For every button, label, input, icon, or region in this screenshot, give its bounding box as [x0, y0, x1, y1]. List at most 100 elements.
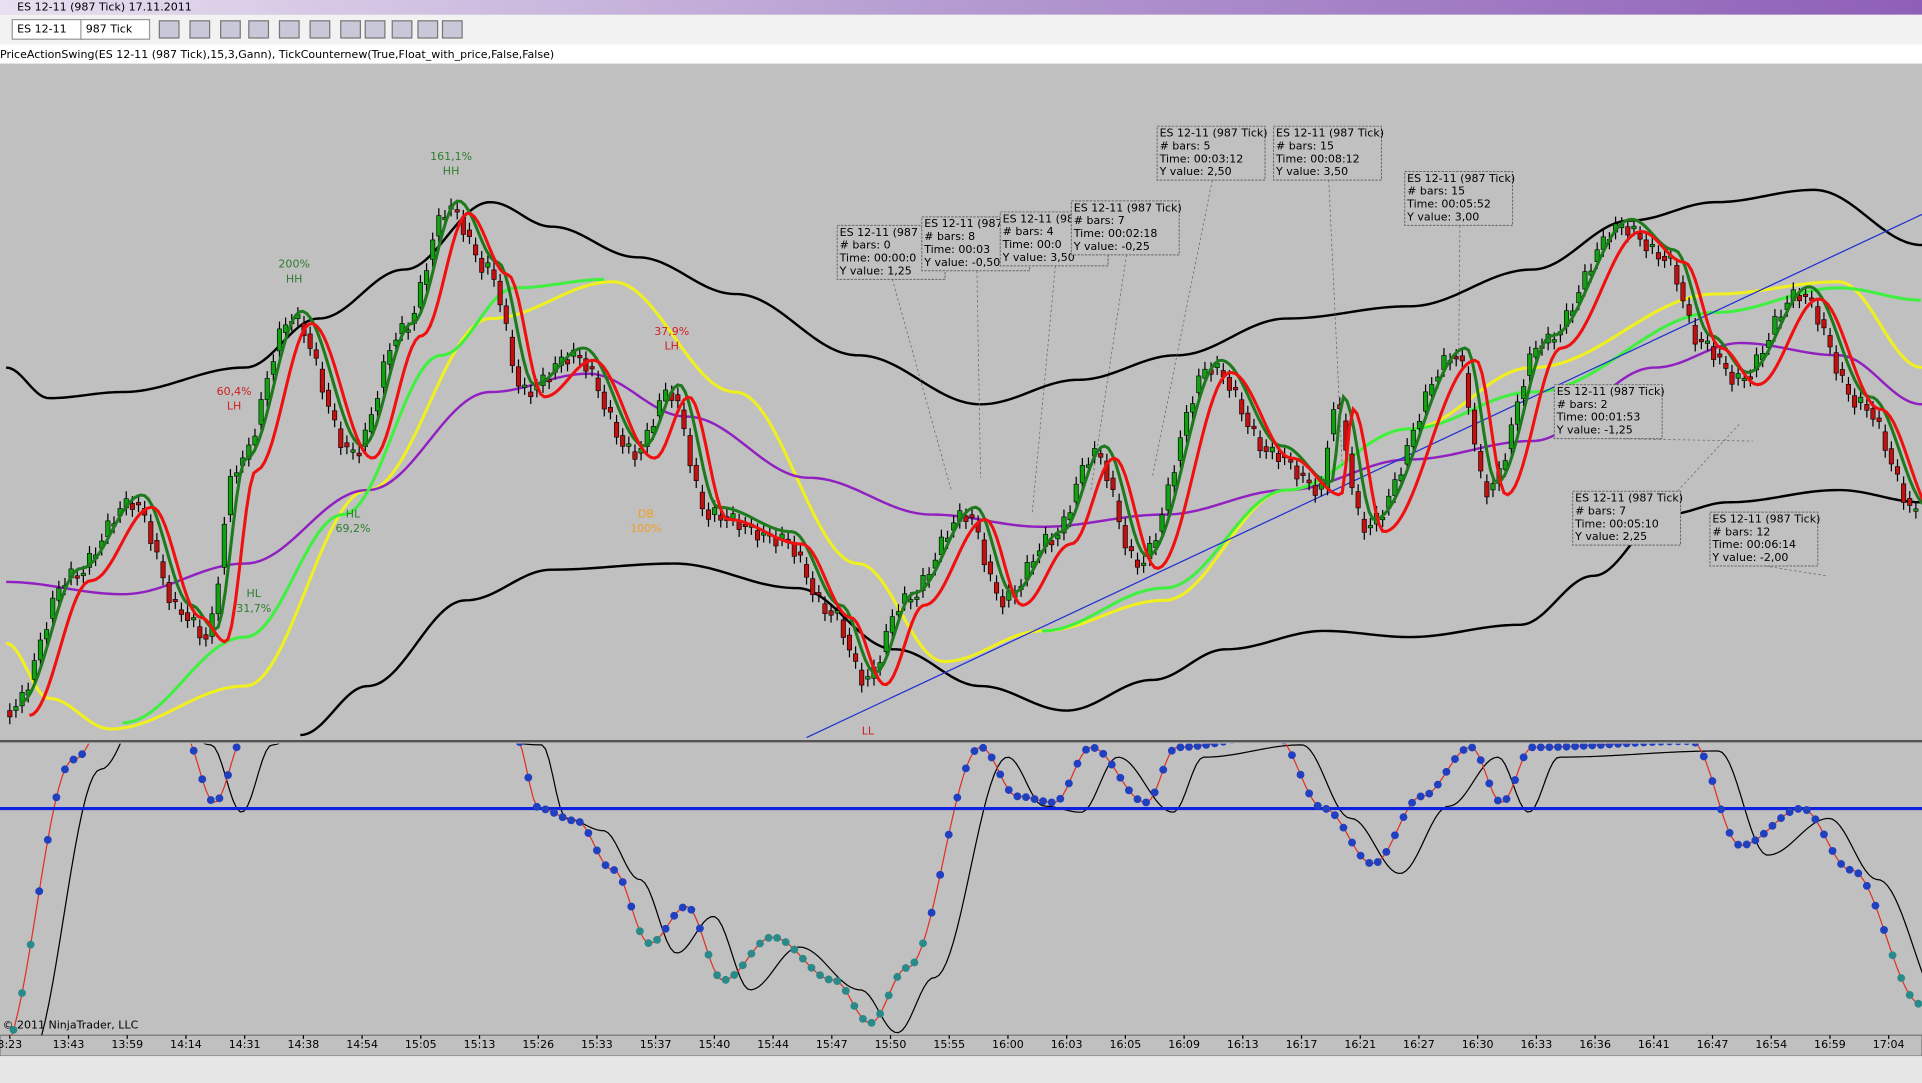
oscillator-dot — [695, 924, 704, 933]
oscillator-dot — [807, 963, 816, 972]
candle — [246, 444, 252, 460]
oscillator-dot — [1451, 755, 1459, 763]
oscillator-dot — [1802, 806, 1811, 814]
oscillator-dot — [1090, 744, 1099, 752]
x-tick-label: 15:05 — [405, 1038, 437, 1051]
candle — [1355, 491, 1361, 509]
candle — [1190, 403, 1196, 413]
candle — [252, 435, 258, 446]
candle — [1803, 293, 1809, 297]
oscillator-dot — [1631, 743, 1640, 747]
icon[interactable] — [278, 20, 300, 39]
indicator-line — [5, 188, 1922, 406]
oscillator-dot — [1459, 746, 1468, 754]
oscillator-dot — [1099, 749, 1108, 758]
candle — [1508, 424, 1514, 450]
oscillator-dot — [1202, 743, 1211, 749]
candle — [656, 400, 662, 417]
candle — [325, 389, 332, 407]
oscillator-dot — [670, 911, 679, 920]
oscillator-dot — [678, 903, 687, 912]
candle — [601, 391, 607, 410]
swing-type: HL — [247, 587, 262, 600]
oscillator-dot — [1073, 759, 1082, 768]
info-line: # bars: 15 — [1276, 139, 1334, 152]
candle — [1110, 477, 1116, 490]
candle — [485, 262, 491, 268]
oscillator-dot — [1373, 858, 1382, 866]
swing-type: HH — [286, 272, 303, 285]
icon[interactable] — [417, 20, 439, 39]
candle — [1490, 483, 1496, 491]
info-line: # bars: 5 — [1160, 139, 1211, 152]
info-line: Time: 00:02:18 — [1073, 227, 1158, 240]
candle — [822, 603, 828, 614]
candle — [1055, 534, 1061, 540]
info-line: Y value: 3,50 — [1275, 165, 1348, 178]
x-tick-label: 14:54 — [346, 1038, 378, 1051]
icon[interactable] — [364, 20, 386, 39]
oscillator-plot — [0, 743, 1922, 1036]
candle — [1821, 319, 1827, 329]
oscillator-dot — [721, 975, 730, 984]
candle — [522, 384, 528, 388]
icon[interactable] — [189, 20, 211, 39]
candle — [1459, 355, 1465, 362]
oscillator-dot — [816, 971, 824, 980]
oscillator-dot — [1125, 786, 1133, 795]
candle — [270, 361, 276, 375]
oscillator-dot — [1699, 752, 1708, 761]
oscillator-dot — [1674, 743, 1682, 746]
candle — [381, 361, 387, 388]
icon[interactable] — [220, 20, 241, 39]
candle — [889, 616, 895, 633]
icon[interactable] — [391, 20, 413, 39]
candle — [994, 582, 1000, 594]
oscillator-dot — [1468, 743, 1477, 752]
oscillator-dot — [798, 954, 807, 963]
oscillator-dot — [1330, 811, 1339, 820]
candle — [1257, 437, 1263, 452]
info-line: Y value: 3,00 — [1406, 210, 1479, 223]
oscillator-dot — [996, 770, 1005, 779]
icon[interactable] — [340, 20, 361, 39]
oscillator-dot — [1493, 796, 1502, 805]
oscillator-dot — [524, 773, 533, 782]
oscillator-dot — [224, 771, 232, 779]
icon[interactable] — [158, 20, 180, 39]
indicator-label: PriceActionSwing(ES 12-11 (987 Tick),15,… — [0, 48, 554, 61]
candle — [160, 561, 166, 579]
candle — [693, 464, 699, 481]
oscillator-dot — [644, 939, 653, 948]
candle — [1637, 233, 1643, 240]
period-select[interactable] — [80, 18, 151, 40]
info-line: ES 12-11 (987 Tick) — [1074, 201, 1182, 214]
candle — [1729, 371, 1735, 385]
candle — [258, 399, 264, 425]
candle — [614, 422, 620, 438]
candle — [368, 414, 374, 433]
candle — [834, 610, 840, 614]
candle — [424, 270, 430, 285]
candle — [1662, 255, 1668, 261]
candle — [1704, 340, 1711, 344]
info-line: Time: 00:03 — [923, 243, 990, 256]
info-line: Y value: 1,25 — [839, 264, 912, 277]
oscillator-dot — [1390, 831, 1399, 840]
candle — [356, 452, 362, 457]
candle — [1686, 304, 1692, 316]
candle — [859, 669, 865, 686]
icon[interactable] — [441, 20, 463, 39]
candle — [626, 443, 632, 447]
oscillator-dot — [1614, 743, 1622, 748]
icon[interactable] — [309, 20, 331, 39]
candle — [1533, 347, 1539, 358]
candle — [1061, 516, 1067, 534]
oscillator-panel — [0, 743, 1922, 1036]
icon[interactable] — [248, 20, 270, 39]
candle — [1894, 466, 1900, 475]
x-tick-label: 16:36 — [1579, 1038, 1611, 1051]
candle — [1196, 375, 1202, 394]
oscillator-dot — [1811, 815, 1820, 824]
oscillator-dot — [1442, 767, 1451, 776]
